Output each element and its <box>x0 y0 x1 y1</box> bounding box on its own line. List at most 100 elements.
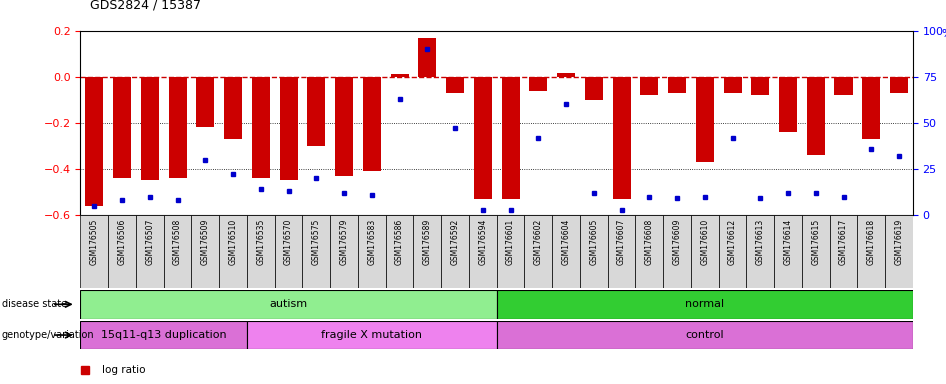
Bar <box>719 215 746 288</box>
Bar <box>724 77 742 93</box>
Text: GSM176614: GSM176614 <box>783 219 793 265</box>
Bar <box>474 77 492 199</box>
Text: GSM176617: GSM176617 <box>839 219 848 265</box>
Bar <box>779 77 797 132</box>
Bar <box>441 215 469 288</box>
Bar <box>746 215 774 288</box>
Text: GSM176604: GSM176604 <box>562 219 570 265</box>
Bar <box>802 215 830 288</box>
Bar <box>607 215 636 288</box>
Bar <box>497 215 524 288</box>
Bar <box>774 215 802 288</box>
Bar <box>108 215 136 288</box>
Bar <box>557 73 575 77</box>
Bar <box>274 215 303 288</box>
Text: GSM176615: GSM176615 <box>812 219 820 265</box>
Text: autism: autism <box>270 299 307 310</box>
Bar <box>862 77 881 139</box>
Bar <box>663 215 691 288</box>
Bar <box>413 215 441 288</box>
Bar <box>497 321 913 349</box>
Text: GSM176613: GSM176613 <box>756 219 764 265</box>
Bar <box>252 77 270 178</box>
Bar <box>446 77 464 93</box>
Text: GSM176618: GSM176618 <box>867 219 876 265</box>
Bar <box>330 215 358 288</box>
Text: GSM176609: GSM176609 <box>673 219 681 265</box>
Bar <box>362 77 381 171</box>
Text: GSM176505: GSM176505 <box>90 219 98 265</box>
Text: control: control <box>686 330 724 340</box>
Text: GSM176592: GSM176592 <box>450 219 460 265</box>
Text: fragile X mutation: fragile X mutation <box>322 330 422 340</box>
Bar <box>885 215 913 288</box>
Text: disease state: disease state <box>2 299 67 310</box>
Bar <box>529 77 548 91</box>
Bar <box>164 215 191 288</box>
Bar <box>552 215 580 288</box>
Bar <box>113 77 131 178</box>
Bar <box>524 215 552 288</box>
Bar <box>807 77 825 155</box>
Bar <box>141 77 159 180</box>
Text: GSM176589: GSM176589 <box>423 219 431 265</box>
Text: genotype/variation: genotype/variation <box>2 330 95 340</box>
Bar <box>247 215 274 288</box>
Y-axis label: %: % <box>941 29 946 39</box>
Bar <box>890 77 908 93</box>
Text: GSM176506: GSM176506 <box>117 219 127 265</box>
Text: GSM176583: GSM176583 <box>367 219 377 265</box>
Text: GSM176586: GSM176586 <box>395 219 404 265</box>
Text: GSM176509: GSM176509 <box>201 219 210 265</box>
Bar <box>247 321 497 349</box>
Text: GSM176610: GSM176610 <box>700 219 710 265</box>
Bar <box>751 77 769 95</box>
Bar <box>636 215 663 288</box>
Bar <box>136 215 164 288</box>
Bar <box>391 74 409 77</box>
Text: GSM176575: GSM176575 <box>312 219 321 265</box>
Bar <box>497 290 913 319</box>
Bar <box>80 290 497 319</box>
Text: GSM176612: GSM176612 <box>728 219 737 265</box>
Bar <box>834 77 852 95</box>
Bar <box>580 215 607 288</box>
Bar <box>640 77 658 95</box>
Bar <box>358 215 386 288</box>
Bar <box>80 321 247 349</box>
Text: GSM176594: GSM176594 <box>479 219 487 265</box>
Text: normal: normal <box>685 299 725 310</box>
Bar <box>191 215 219 288</box>
Text: GSM176510: GSM176510 <box>229 219 237 265</box>
Bar <box>695 77 714 162</box>
Text: 15q11-q13 duplication: 15q11-q13 duplication <box>101 330 226 340</box>
Text: GSM176535: GSM176535 <box>256 219 265 265</box>
Text: GSM176602: GSM176602 <box>534 219 543 265</box>
Bar <box>501 77 519 199</box>
Bar <box>196 77 215 127</box>
Bar <box>668 77 686 93</box>
Bar <box>585 77 603 100</box>
Bar <box>307 77 325 146</box>
Text: GSM176601: GSM176601 <box>506 219 515 265</box>
Bar <box>612 77 631 199</box>
Bar <box>219 215 247 288</box>
Bar <box>335 77 353 176</box>
Text: GSM176605: GSM176605 <box>589 219 598 265</box>
Text: GSM176570: GSM176570 <box>284 219 293 265</box>
Bar <box>224 77 242 139</box>
Text: GSM176608: GSM176608 <box>645 219 654 265</box>
Bar <box>469 215 497 288</box>
Text: GSM176619: GSM176619 <box>895 219 903 265</box>
Text: GSM176507: GSM176507 <box>146 219 154 265</box>
Bar <box>857 215 885 288</box>
Text: log ratio: log ratio <box>101 365 145 375</box>
Bar <box>80 215 108 288</box>
Text: GSM176508: GSM176508 <box>173 219 182 265</box>
Bar <box>303 215 330 288</box>
Bar <box>691 215 719 288</box>
Bar <box>168 77 186 178</box>
Text: GDS2824 / 15387: GDS2824 / 15387 <box>90 0 201 12</box>
Bar <box>85 77 103 206</box>
Text: GSM176607: GSM176607 <box>617 219 626 265</box>
